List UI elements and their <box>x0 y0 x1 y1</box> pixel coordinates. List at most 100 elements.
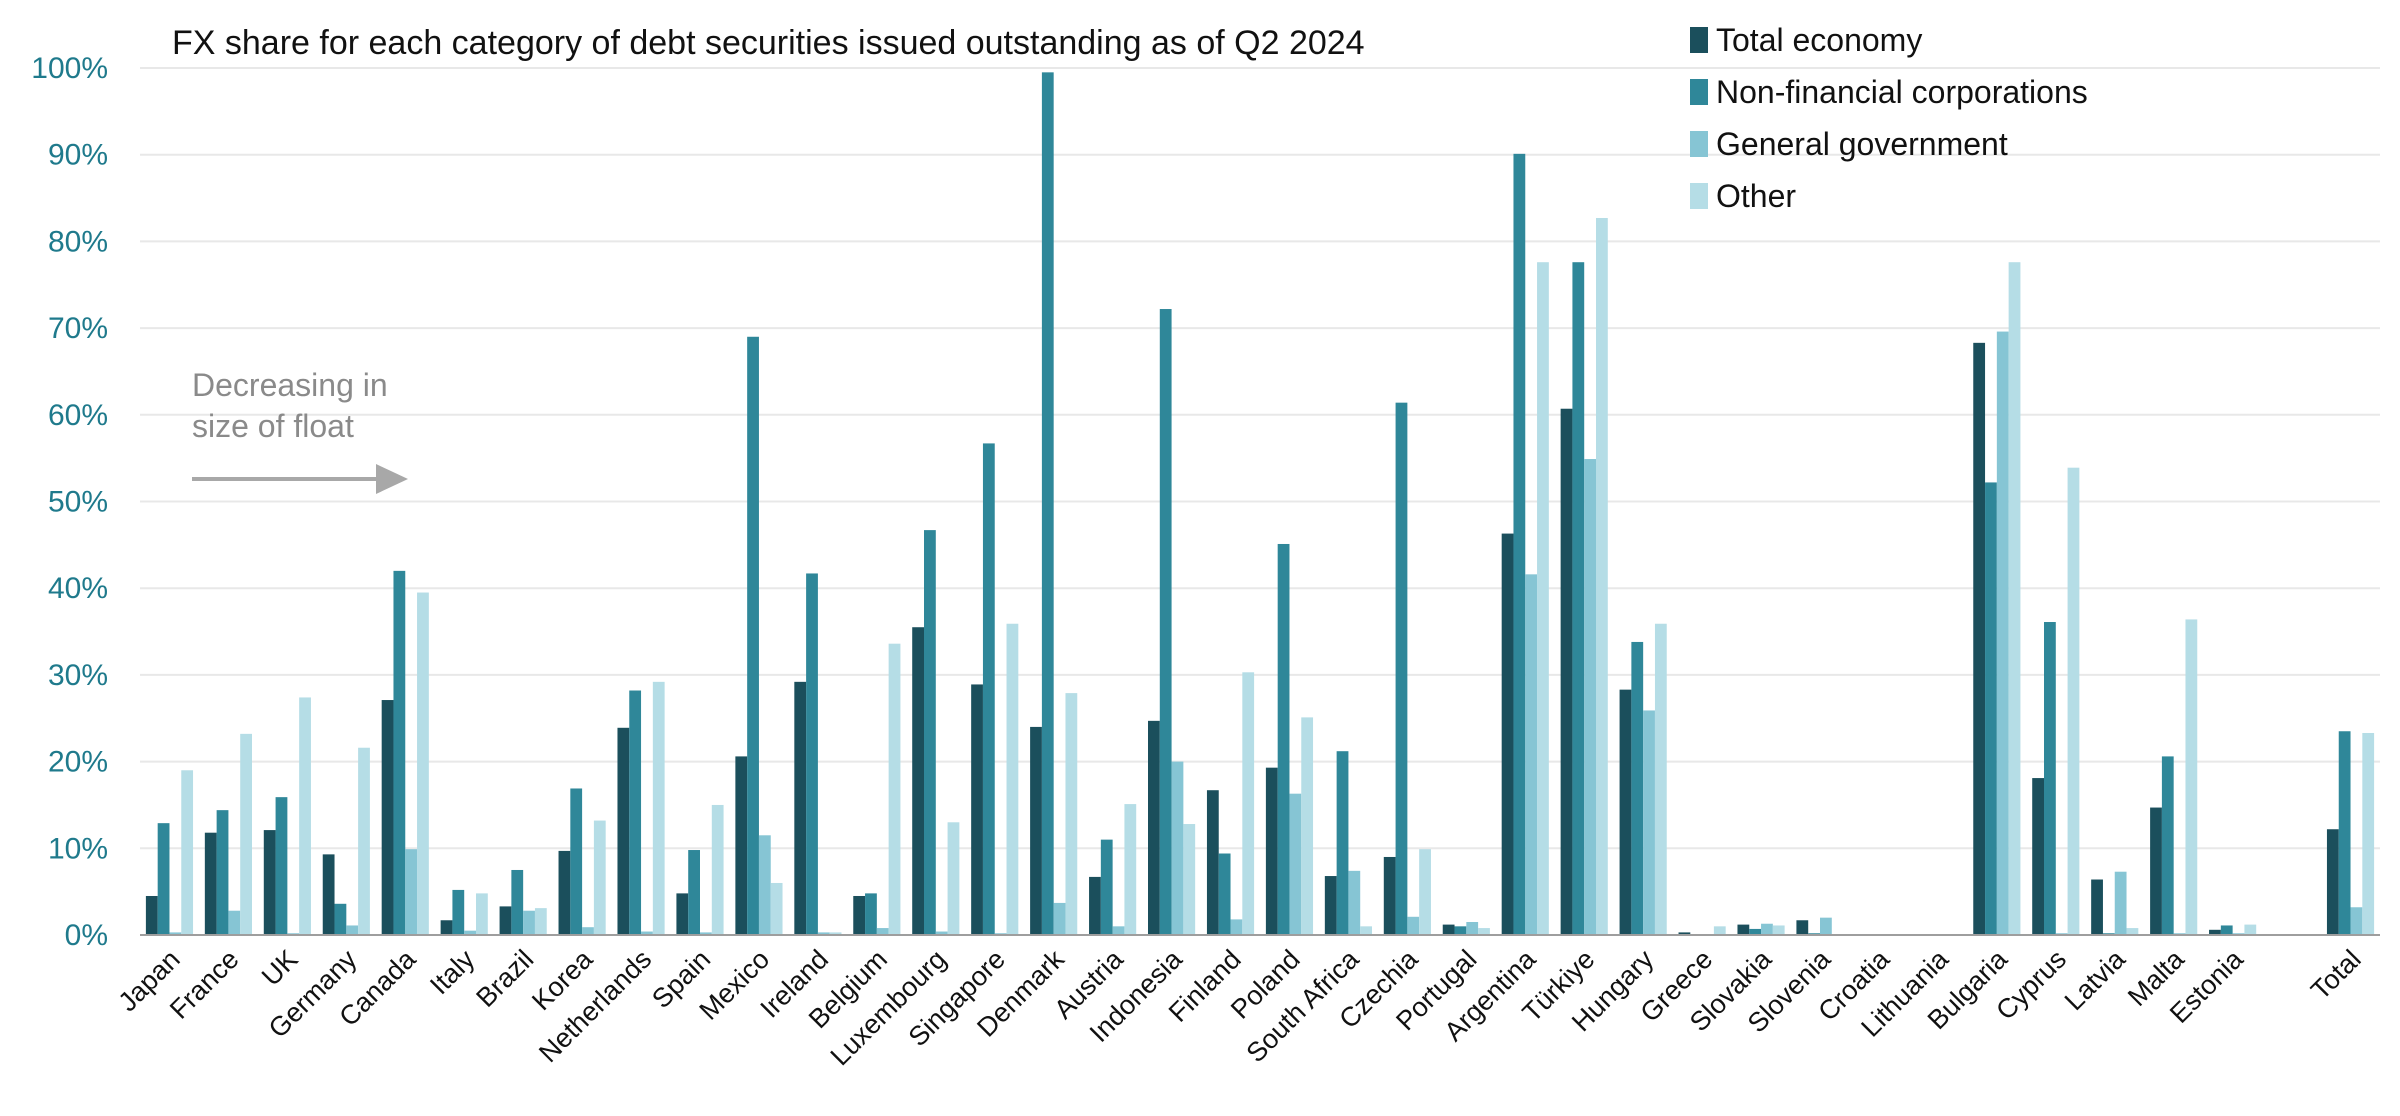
bar <box>924 530 936 935</box>
bar <box>1772 925 1785 935</box>
bar <box>1407 916 1420 935</box>
bar <box>2326 829 2339 935</box>
bar <box>1643 710 1655 935</box>
bar <box>570 788 583 935</box>
bar <box>1560 408 1573 936</box>
bar <box>865 893 877 935</box>
bar <box>1678 932 1691 935</box>
chart-title: FX share for each category of debt secur… <box>172 24 1365 62</box>
y-tick-label: 40% <box>48 572 108 605</box>
legend-swatch <box>1690 131 1708 157</box>
bar <box>534 908 547 935</box>
bar <box>1454 926 1467 935</box>
bar <box>876 928 889 935</box>
bar <box>145 895 158 935</box>
bar <box>1395 402 1408 935</box>
legend-swatch <box>1690 183 1708 209</box>
bar <box>1596 217 1608 936</box>
bar <box>358 747 370 935</box>
bar <box>947 822 960 935</box>
bar <box>1053 902 1066 935</box>
bar <box>275 797 288 935</box>
y-tick-label: 80% <box>48 225 108 258</box>
y-tick-label: 20% <box>48 746 108 779</box>
bar <box>2209 929 2221 935</box>
bar <box>1301 717 1314 935</box>
bar <box>558 850 571 935</box>
bar <box>935 931 948 935</box>
bar <box>1796 920 1809 935</box>
bar <box>1442 924 1455 935</box>
bar <box>1478 928 1490 935</box>
bar <box>334 903 347 935</box>
bar <box>1065 693 1078 935</box>
legend: Total economy Non-financial corporations G… <box>1690 22 2088 214</box>
bar <box>1336 751 1349 935</box>
bar <box>381 700 394 935</box>
x-tick-label: Total <box>2305 944 2367 1006</box>
bar <box>758 835 771 935</box>
annotation-line-2: size of float <box>192 408 354 444</box>
bar <box>806 573 818 935</box>
bar <box>1206 790 1219 935</box>
bar <box>735 756 748 935</box>
bar <box>1277 543 1290 935</box>
bar <box>1100 839 1113 935</box>
y-tick-label: 30% <box>48 659 108 692</box>
bar <box>817 932 830 935</box>
bar <box>499 906 512 935</box>
bar <box>1537 262 1549 936</box>
bar <box>2091 879 2103 935</box>
bar <box>1242 672 1255 935</box>
bar <box>299 697 311 935</box>
bar <box>1820 917 1832 935</box>
bar <box>1996 331 2009 935</box>
bar <box>476 893 488 935</box>
bar <box>417 592 429 935</box>
bar <box>405 849 418 935</box>
bar <box>853 895 866 935</box>
bar <box>1148 720 1160 935</box>
bar <box>169 932 182 935</box>
bar <box>770 882 783 935</box>
legend-label: Non-financial corporations <box>1716 74 2088 110</box>
legend-swatch <box>1690 27 1708 53</box>
bar <box>2044 622 2056 935</box>
bar <box>1124 804 1137 935</box>
bar <box>2008 262 2021 936</box>
bar <box>452 889 465 935</box>
bar <box>1419 849 1431 935</box>
bar <box>1360 926 1372 935</box>
bar <box>346 925 359 935</box>
legend-label: General government <box>1716 126 2008 162</box>
bar <box>912 627 924 935</box>
y-tick-label: 0% <box>65 919 108 952</box>
y-tick-label: 90% <box>48 139 108 172</box>
bar <box>2350 907 2363 935</box>
legend-swatch <box>1690 79 1708 105</box>
bar <box>1218 853 1231 935</box>
bar <box>1619 689 1632 935</box>
bar <box>888 643 901 935</box>
bar <box>829 932 842 935</box>
y-tick-label: 50% <box>48 486 108 519</box>
bar <box>216 810 229 935</box>
bar <box>1985 482 1997 935</box>
bar <box>1159 309 1172 935</box>
bar <box>794 681 807 935</box>
bar <box>1749 928 1762 935</box>
bar <box>2067 467 2080 935</box>
bar <box>1713 926 1726 935</box>
bar <box>393 570 406 935</box>
y-tick-label: 10% <box>48 832 108 865</box>
bar <box>2126 928 2139 935</box>
bar <box>2244 924 2257 935</box>
bar <box>1112 926 1125 935</box>
bar <box>1289 793 1302 935</box>
bar <box>617 727 630 935</box>
bar <box>747 336 759 935</box>
bar <box>1584 459 1596 935</box>
bar <box>2161 756 2174 935</box>
